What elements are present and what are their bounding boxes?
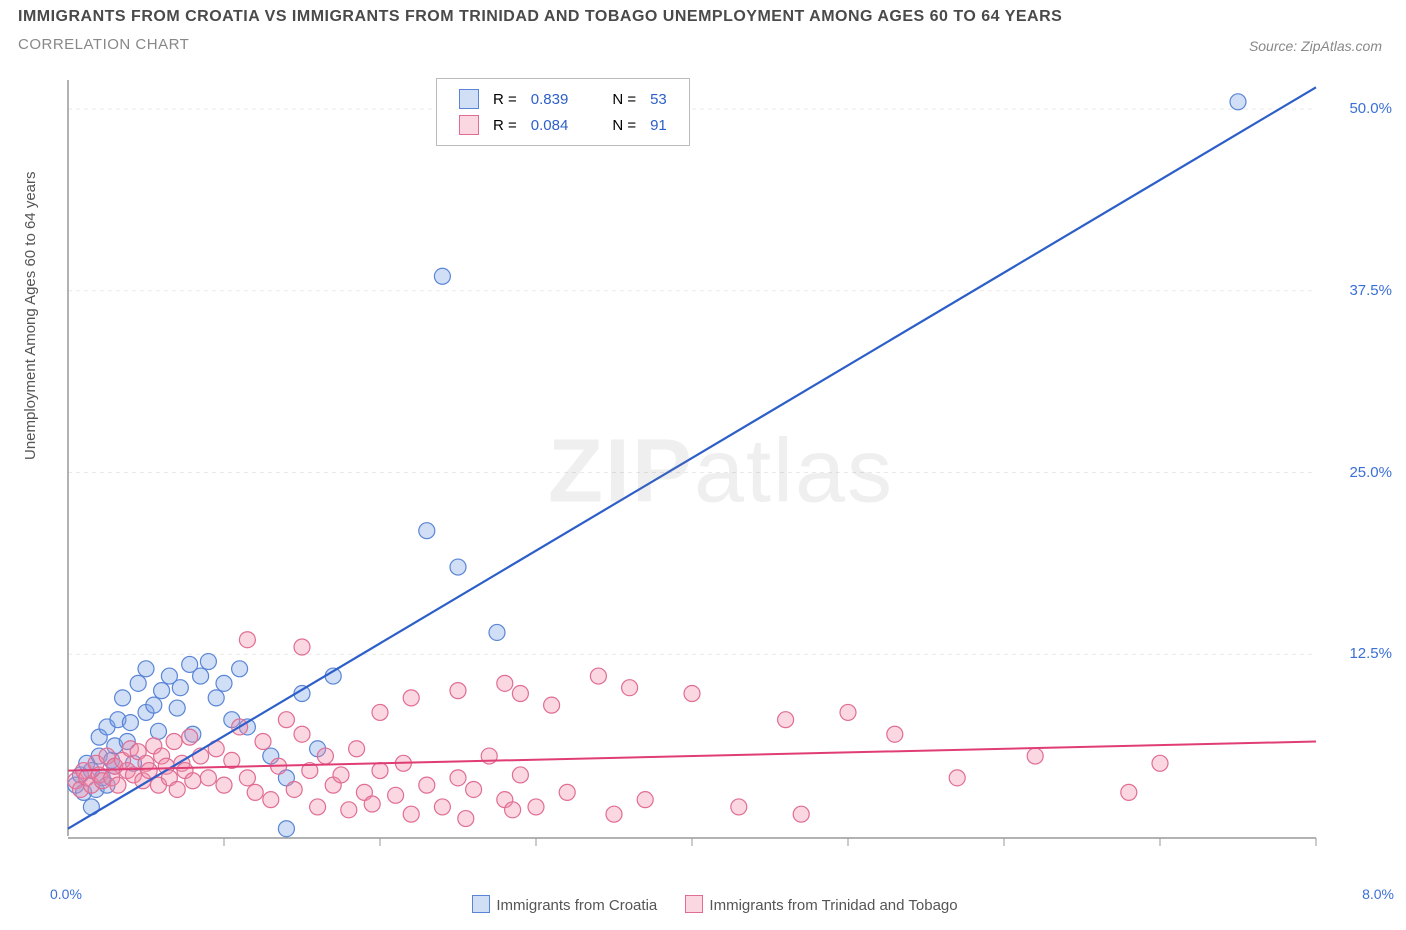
y-tick-label: 37.5%	[1332, 282, 1392, 299]
y-tick-label: 50.0%	[1332, 100, 1392, 117]
legend-n-value: 53	[644, 87, 673, 111]
legend-swatch	[459, 89, 479, 109]
chart-title: IMMIGRANTS FROM CROATIA VS IMMIGRANTS FR…	[18, 8, 1062, 26]
legend-r-value: 0.084	[525, 113, 575, 137]
scatter-plot-svg	[66, 72, 1376, 872]
y-tick-label: 12.5%	[1332, 645, 1392, 662]
stats-legend-box: R = 0.839 N = 53 R = 0.084 N = 91	[436, 78, 690, 146]
legend-r-label: R =	[487, 87, 523, 111]
legend-swatch	[459, 115, 479, 135]
y-axis-label: Unemployment Among Ages 60 to 64 years	[22, 171, 39, 460]
legend-n-label: N =	[606, 87, 642, 111]
legend-n-label: N =	[606, 113, 642, 137]
legend-n-value: 91	[644, 113, 673, 137]
series-legend: Immigrants from Croatia Immigrants from …	[0, 895, 1406, 914]
series-name: Immigrants from Croatia	[496, 897, 657, 914]
source-text: Source: ZipAtlas.com	[1249, 38, 1382, 54]
chart-subtitle: CORRELATION CHART	[18, 36, 189, 53]
chart-area: ZIPatlas R = 0.839N = 53R = 0.084N = 91	[66, 72, 1376, 872]
series-name: Immigrants from Trinidad and Tobago	[709, 897, 957, 914]
legend-swatch	[472, 895, 490, 913]
y-tick-label: 25.0%	[1332, 464, 1392, 481]
legend-r-value: 0.839	[525, 87, 575, 111]
legend-swatch	[685, 895, 703, 913]
legend-r-label: R =	[487, 113, 523, 137]
